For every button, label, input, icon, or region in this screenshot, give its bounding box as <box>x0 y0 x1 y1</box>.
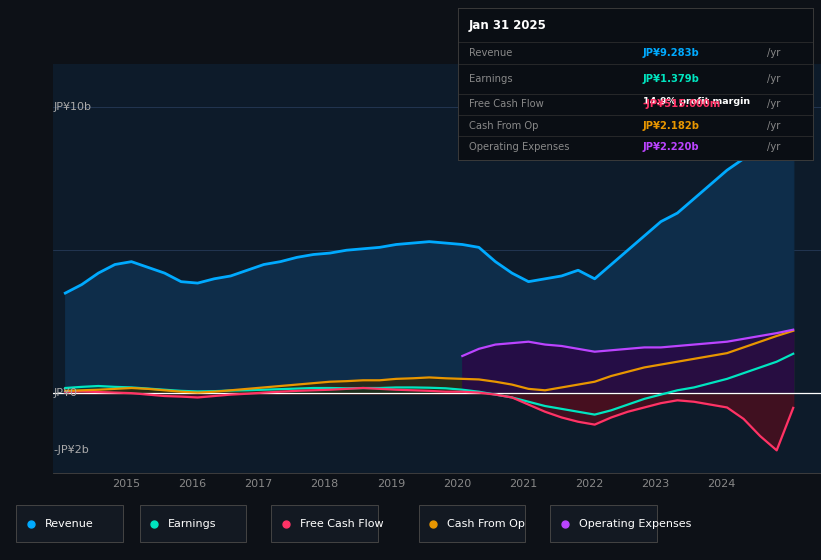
Text: Operating Expenses: Operating Expenses <box>579 519 691 529</box>
FancyBboxPatch shape <box>550 505 657 542</box>
Text: -JP¥2b: -JP¥2b <box>53 445 89 455</box>
Text: /yr: /yr <box>767 48 780 58</box>
Text: Jan 31 2025: Jan 31 2025 <box>469 19 547 32</box>
Text: /yr: /yr <box>767 120 780 130</box>
Text: /yr: /yr <box>767 74 780 83</box>
Text: Cash From Op: Cash From Op <box>447 519 525 529</box>
Text: Operating Expenses: Operating Expenses <box>469 142 569 152</box>
FancyBboxPatch shape <box>140 505 246 542</box>
Text: Earnings: Earnings <box>168 519 217 529</box>
Text: JP¥2.220b: JP¥2.220b <box>643 142 699 152</box>
Text: JP¥1.379b: JP¥1.379b <box>643 74 699 83</box>
Text: 14.9% profit margin: 14.9% profit margin <box>643 97 750 106</box>
Text: JP¥0: JP¥0 <box>53 388 77 398</box>
Text: Revenue: Revenue <box>45 519 94 529</box>
Text: Earnings: Earnings <box>469 74 512 83</box>
Text: Free Cash Flow: Free Cash Flow <box>469 100 544 109</box>
Text: -JP¥515.000m: -JP¥515.000m <box>643 100 721 109</box>
Text: /yr: /yr <box>767 100 780 109</box>
FancyBboxPatch shape <box>16 505 123 542</box>
Text: JP¥2.182b: JP¥2.182b <box>643 120 699 130</box>
Text: /yr: /yr <box>767 142 780 152</box>
FancyBboxPatch shape <box>271 505 378 542</box>
Text: Free Cash Flow: Free Cash Flow <box>300 519 383 529</box>
Text: JP¥9.283b: JP¥9.283b <box>643 48 699 58</box>
Text: Revenue: Revenue <box>469 48 512 58</box>
FancyBboxPatch shape <box>419 505 525 542</box>
Text: JP¥10b: JP¥10b <box>53 102 91 113</box>
Text: Cash From Op: Cash From Op <box>469 120 538 130</box>
